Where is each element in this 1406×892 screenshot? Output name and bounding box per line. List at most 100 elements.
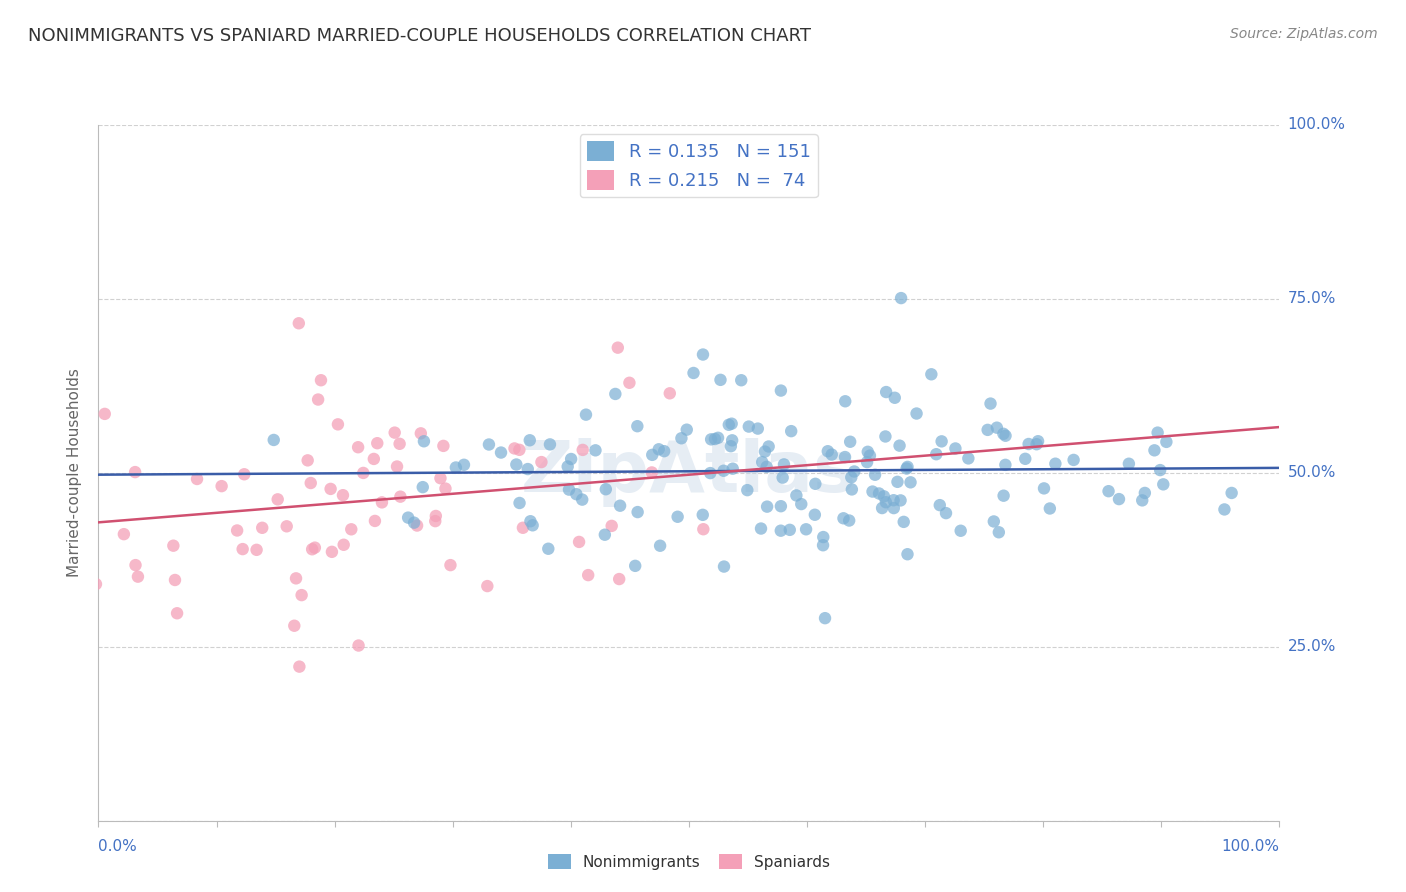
Point	[429, 471, 451, 485]
Point	[949, 524, 972, 538]
Point	[979, 396, 1001, 410]
Point	[896, 459, 918, 474]
Text: 100.0%: 100.0%	[1288, 118, 1346, 132]
Point	[754, 444, 776, 458]
Point	[993, 489, 1015, 503]
Point	[609, 499, 631, 513]
Point	[986, 420, 1008, 434]
Point	[856, 445, 879, 459]
Point	[749, 522, 772, 536]
Point	[890, 291, 912, 305]
Point	[1025, 437, 1047, 451]
Point	[624, 558, 647, 573]
Point	[1143, 443, 1166, 458]
Point	[432, 439, 454, 453]
Point	[699, 466, 721, 480]
Point	[77, 452, 100, 467]
Point	[751, 455, 773, 469]
Point	[605, 387, 627, 401]
Point	[309, 373, 332, 387]
Point	[945, 442, 967, 456]
Point	[557, 459, 579, 474]
Point	[285, 571, 308, 585]
Point	[519, 514, 541, 528]
Point	[55, 677, 77, 691]
Point	[319, 482, 342, 496]
Point	[453, 458, 475, 472]
Point	[571, 442, 593, 457]
Point	[211, 479, 233, 493]
Point	[388, 437, 411, 451]
Point	[626, 419, 648, 434]
Point	[717, 417, 740, 432]
Point	[987, 525, 1010, 540]
Point	[412, 480, 434, 494]
Point	[124, 558, 146, 573]
Point	[1343, 462, 1365, 476]
Point	[560, 452, 582, 467]
Point	[127, 569, 149, 583]
Point	[983, 515, 1005, 529]
Point	[832, 511, 855, 525]
Point	[1045, 457, 1067, 471]
Point	[0, 504, 18, 518]
Point	[425, 514, 447, 528]
Point	[875, 495, 897, 509]
Point	[299, 476, 322, 491]
Point	[1026, 434, 1049, 449]
Point	[794, 522, 817, 536]
Point	[875, 385, 897, 400]
Point	[1133, 486, 1156, 500]
Point	[478, 437, 501, 451]
Point	[576, 568, 599, 582]
Point	[508, 442, 530, 457]
Point	[538, 437, 561, 451]
Point	[1039, 501, 1062, 516]
Point	[839, 470, 862, 484]
Point	[162, 539, 184, 553]
Point	[84, 577, 107, 591]
Point	[364, 514, 387, 528]
Point	[413, 434, 436, 449]
Point	[896, 461, 918, 475]
Point	[340, 522, 363, 536]
Point	[976, 423, 998, 437]
Point	[516, 462, 538, 476]
Point	[1220, 486, 1243, 500]
Point	[267, 492, 290, 507]
Point	[326, 417, 349, 432]
Point	[811, 538, 834, 552]
Point	[721, 461, 744, 475]
Point	[512, 521, 534, 535]
Point	[297, 453, 319, 467]
Point	[870, 501, 893, 516]
Point	[935, 506, 957, 520]
Point	[288, 659, 311, 673]
Point	[1118, 457, 1140, 471]
Point	[641, 448, 664, 462]
Point	[565, 487, 588, 501]
Point	[834, 394, 856, 409]
Point	[671, 431, 693, 445]
Point	[627, 505, 650, 519]
Point	[931, 434, 953, 449]
Point	[896, 547, 918, 561]
Point	[769, 384, 792, 398]
Point	[772, 470, 794, 484]
Point	[666, 509, 689, 524]
Point	[186, 472, 208, 486]
Point	[1152, 477, 1174, 491]
Point	[994, 429, 1017, 443]
Point	[700, 433, 723, 447]
Point	[863, 467, 886, 482]
Point	[720, 417, 742, 431]
Point	[371, 495, 394, 509]
Point	[301, 542, 323, 557]
Point	[585, 443, 607, 458]
Point	[652, 444, 675, 458]
Point	[385, 459, 408, 474]
Point	[920, 368, 942, 382]
Point	[790, 497, 813, 511]
Y-axis label: Married-couple Households: Married-couple Households	[67, 368, 83, 577]
Point	[489, 445, 512, 459]
